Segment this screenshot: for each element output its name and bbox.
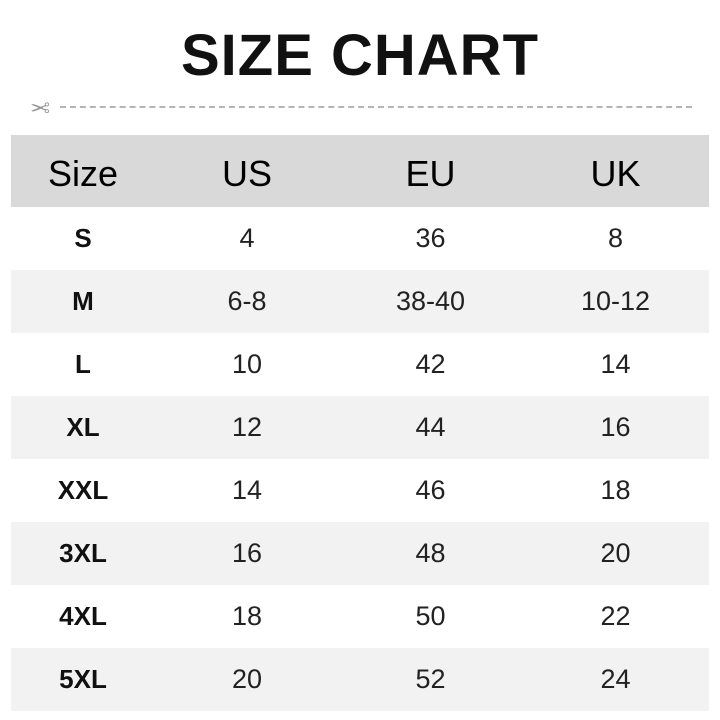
scissors-icon: ✂ bbox=[30, 93, 51, 120]
cell-us: 20 bbox=[231, 664, 263, 694]
cell-eu: 44 bbox=[415, 412, 446, 442]
cell-size: 4XL bbox=[59, 601, 107, 631]
cell-eu: 42 bbox=[415, 349, 446, 379]
cell-size: S bbox=[74, 223, 92, 253]
cell-uk: 18 bbox=[600, 475, 631, 505]
header-size: Size bbox=[47, 153, 119, 194]
table-row: 3XL 16 48 20 bbox=[11, 522, 709, 585]
page-title: SIZE CHART bbox=[181, 23, 539, 88]
cell-uk: 8 bbox=[607, 223, 624, 253]
table-row: XXL 14 46 18 bbox=[11, 459, 709, 522]
cell-eu: 52 bbox=[415, 664, 446, 694]
cell-us: 10 bbox=[231, 349, 263, 379]
cell-uk: 24 bbox=[600, 664, 631, 694]
cell-uk: 20 bbox=[600, 538, 631, 568]
cell-us: 4 bbox=[239, 223, 255, 253]
cell-eu: 50 bbox=[415, 601, 446, 631]
table-row: 4XL 18 50 22 bbox=[11, 585, 709, 648]
cell-us: 18 bbox=[231, 601, 263, 631]
cell-size: 3XL bbox=[59, 538, 107, 568]
cell-uk: 14 bbox=[600, 349, 631, 379]
table-row: L 10 42 14 bbox=[11, 333, 709, 396]
cell-size: M bbox=[72, 286, 94, 316]
header-us: US bbox=[221, 153, 272, 194]
cell-us: 6-8 bbox=[227, 286, 267, 316]
cell-eu: 46 bbox=[415, 475, 446, 505]
cell-size: XL bbox=[66, 412, 100, 442]
cell-us: 12 bbox=[231, 412, 263, 442]
cell-eu: 48 bbox=[415, 538, 446, 568]
table-row: S 4 36 8 bbox=[11, 207, 709, 270]
cell-us: 16 bbox=[231, 538, 263, 568]
cell-uk: 10-12 bbox=[580, 286, 651, 316]
cell-uk: 16 bbox=[600, 412, 631, 442]
table-header: Size US EU UK bbox=[11, 135, 709, 207]
dashed-divider bbox=[60, 106, 692, 108]
header-uk: UK bbox=[590, 153, 641, 194]
cell-eu: 36 bbox=[415, 223, 446, 253]
cell-us: 14 bbox=[231, 475, 263, 505]
table-row: M 6-8 38-40 10-12 bbox=[11, 270, 709, 333]
cell-uk: 22 bbox=[600, 601, 631, 631]
cell-size: 5XL bbox=[59, 664, 107, 694]
cell-size: L bbox=[75, 349, 91, 379]
table-row: XL 12 44 16 bbox=[11, 396, 709, 459]
cell-eu: 38-40 bbox=[395, 286, 466, 316]
header-eu: EU bbox=[405, 153, 456, 194]
size-table: Size US EU UK S 4 36 8 M 6-8 38-40 10-12 L 10 42 14… bbox=[11, 135, 709, 711]
cell-size: XXL bbox=[57, 475, 109, 505]
table-row: 5XL 20 52 24 bbox=[11, 648, 709, 711]
cut-line: ✂ bbox=[30, 93, 692, 120]
